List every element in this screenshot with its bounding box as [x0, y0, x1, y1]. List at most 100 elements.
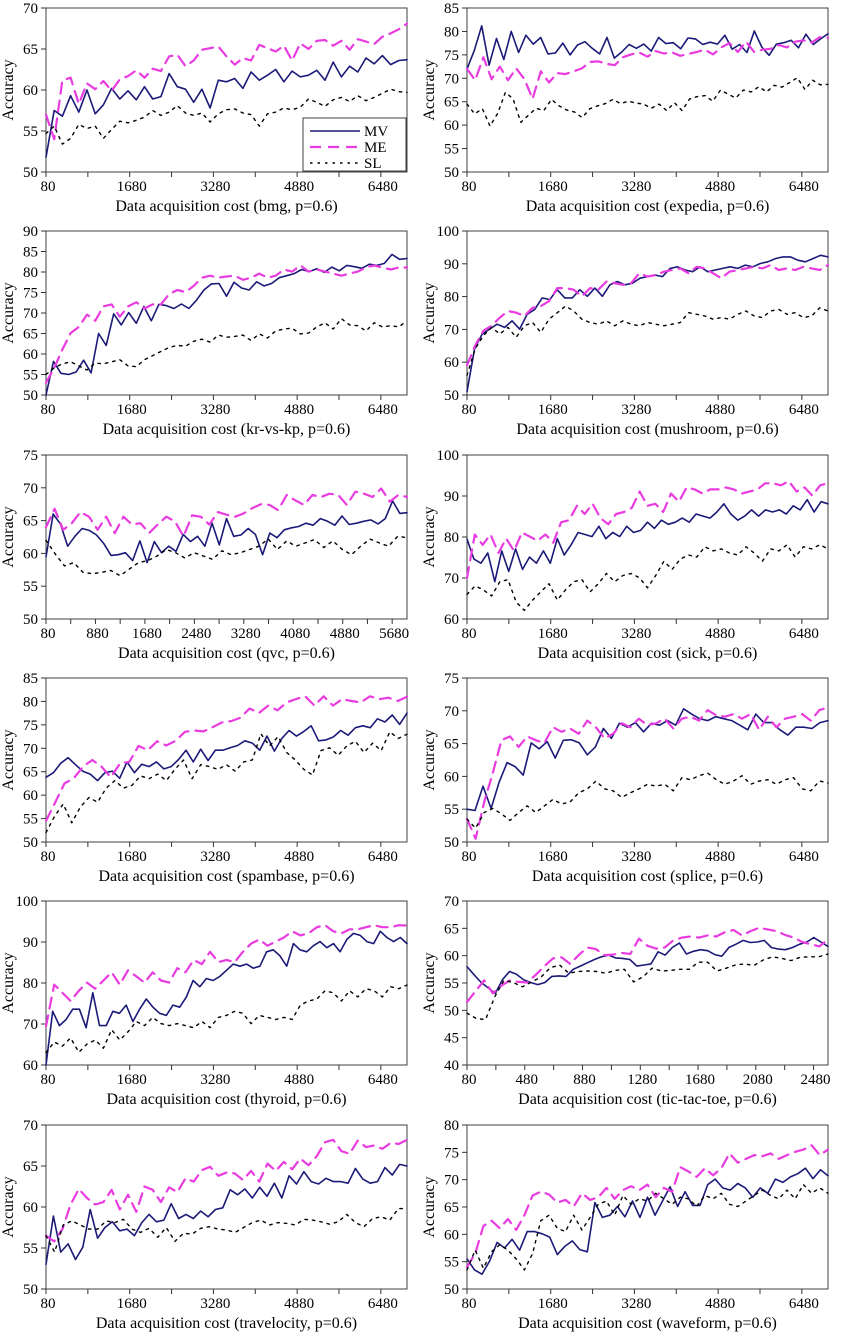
series-line-mv — [45, 1163, 408, 1266]
series-line-mv — [466, 707, 829, 812]
chart-cell-6: 50 55 60 65 70 75 80 85 80 1680 3280 4880 6480 Accura… — [0, 670, 421, 893]
y-tick-label: 55 — [23, 579, 38, 595]
x-axis-title: Data acquisition cost (expedia, p=0.6) — [526, 198, 770, 215]
x-tick-label: 480 — [516, 1072, 539, 1088]
plot-area-border — [45, 454, 408, 620]
y-tick-label: 65 — [23, 765, 38, 781]
x-axis-title: Data acquisition cost (kr-vs-kp, p=0.6) — [103, 421, 351, 438]
x-tick-label: 6480 — [789, 849, 819, 865]
series-line-me — [44, 1138, 409, 1243]
y-tick-label: 60 — [444, 769, 459, 785]
y-axis-title: Accuracy — [421, 282, 438, 343]
chart-cell-4: 50 55 60 65 70 75 80 880 1680 2480 3280 4080 4880 568… — [0, 447, 421, 670]
chart-7: 50 55 60 65 70 75 80 1680 3280 4880 6480 Accuracy Da… — [421, 671, 830, 885]
x-axis-title: Data acquisition cost (waveform, p=0.6) — [518, 1315, 777, 1332]
y-tick-label: 50 — [444, 1003, 459, 1019]
series-line-mv — [45, 930, 408, 1066]
y-tick-label: 80 — [444, 24, 459, 40]
y-tick-label: 60 — [23, 347, 38, 363]
x-tick-label: 1280 — [627, 1072, 657, 1088]
x-tick-label: 3280 — [200, 402, 230, 418]
x-tick-label: 1680 — [685, 1072, 715, 1088]
x-axis-title: Data acquisition cost (splice, p=0.6) — [532, 868, 763, 885]
series-line-mv — [466, 936, 829, 995]
series-line-me — [465, 263, 830, 367]
x-tick-label: 4880 — [705, 849, 735, 865]
y-tick-label: 80 — [23, 976, 38, 992]
plot-area-border — [466, 230, 829, 396]
chart-cell-0: 50 55 60 65 70 80 1680 3280 4880 6480 Accuracy Data… — [0, 0, 421, 223]
x-tick-label: 80 — [41, 179, 56, 195]
y-axis-title: Accuracy — [0, 1176, 17, 1237]
y-tick-label: 50 — [23, 835, 38, 851]
series-line-mv — [45, 712, 408, 782]
y-tick-label: 75 — [444, 48, 459, 64]
x-tick-label: 880 — [86, 626, 109, 642]
y-tick-label: 70 — [444, 322, 459, 338]
x-tick-label: 3280 — [621, 849, 651, 865]
y-tick-label: 65 — [444, 95, 459, 111]
y-tick-label: 70 — [23, 1118, 38, 1134]
chart-0: 50 55 60 65 70 80 1680 3280 4880 6480 Accuracy Data… — [0, 1, 409, 215]
x-tick-label: 4080 — [280, 626, 310, 642]
chart-cell-8: 60 70 80 90 100 80 1680 3280 4880 6480 Accuracy Dat… — [0, 893, 421, 1116]
y-tick-label: 85 — [444, 1, 459, 17]
y-tick-label: 70 — [444, 571, 459, 587]
y-tick-label: 60 — [23, 788, 38, 804]
y-tick-label: 70 — [444, 71, 459, 87]
y-tick-label: 90 — [23, 935, 38, 951]
x-tick-label: 6480 — [789, 402, 819, 418]
series-line-me — [465, 480, 830, 580]
y-tick-label: 65 — [23, 514, 38, 530]
y-axis-title: Accuracy — [421, 59, 438, 120]
x-tick-label: 6480 — [368, 179, 398, 195]
y-tick-label: 60 — [23, 1058, 38, 1074]
y-tick-label: 100 — [16, 894, 39, 910]
y-axis-title: Accuracy — [421, 1176, 438, 1237]
series-line-mv — [45, 54, 408, 158]
series-line-me — [44, 487, 409, 538]
x-tick-label: 1680 — [117, 402, 147, 418]
x-axis-title: Data acquisition cost (mushroom, p=0.6) — [516, 421, 778, 438]
y-tick-label: 70 — [23, 741, 38, 757]
y-tick-label: 55 — [444, 802, 459, 818]
x-tick-label: 1680 — [117, 179, 147, 195]
series-line-sl — [466, 1183, 829, 1271]
y-axis-title: Accuracy — [421, 729, 438, 790]
y-tick-label: 90 — [444, 489, 459, 505]
x-tick-label: 3280 — [231, 626, 261, 642]
plot-area-border — [45, 677, 408, 843]
x-tick-label: 1680 — [538, 626, 568, 642]
y-tick-label: 50 — [444, 1282, 459, 1298]
y-tick-label: 70 — [23, 1017, 38, 1033]
chart-cell-5: 60 70 80 90 100 80 1680 3280 4880 6480 Accuracy Dat… — [421, 447, 842, 670]
y-tick-label: 100 — [437, 224, 460, 240]
chart-4: 50 55 60 65 70 75 80 880 1680 2480 3280 4080 4880 568… — [0, 448, 409, 662]
x-axis-title: Data acquisition cost (tic-tac-toe, p=0.… — [518, 1091, 777, 1108]
y-tick-label: 70 — [444, 1173, 459, 1189]
x-tick-label: 80 — [41, 1072, 56, 1088]
y-tick-label: 60 — [444, 949, 459, 965]
x-tick-label: 4880 — [284, 402, 314, 418]
x-tick-label: 3280 — [200, 1296, 230, 1312]
x-tick-label: 6480 — [368, 1296, 398, 1312]
y-tick-label: 70 — [444, 894, 459, 910]
y-tick-label: 60 — [23, 83, 38, 99]
x-axis-title: Data acquisition cost (qvc, p=0.6) — [118, 645, 335, 662]
y-tick-label: 50 — [444, 388, 459, 404]
series-line-me — [44, 695, 409, 822]
y-tick-label: 80 — [444, 530, 459, 546]
legend-label-sl: SL — [364, 156, 382, 172]
x-tick-label: 4880 — [284, 1296, 314, 1312]
x-tick-label: 1680 — [538, 1296, 568, 1312]
series-line-sl — [45, 731, 408, 834]
chart-5: 60 70 80 90 100 80 1680 3280 4880 6480 Accuracy Dat… — [421, 448, 830, 662]
y-axis-title: Accuracy — [421, 952, 438, 1013]
y-tick-label: 65 — [444, 1200, 459, 1216]
x-tick-label: 4880 — [705, 1296, 735, 1312]
y-tick-label: 90 — [23, 224, 38, 240]
series-line-mv — [466, 24, 829, 70]
x-axis-title: Data acquisition cost (thyroid, p=0.6) — [106, 1091, 346, 1108]
chart-1: 50 55 60 65 70 75 80 85 80 1680 3280 4880 6480 Accura… — [421, 1, 830, 215]
y-tick-label: 55 — [444, 976, 459, 992]
